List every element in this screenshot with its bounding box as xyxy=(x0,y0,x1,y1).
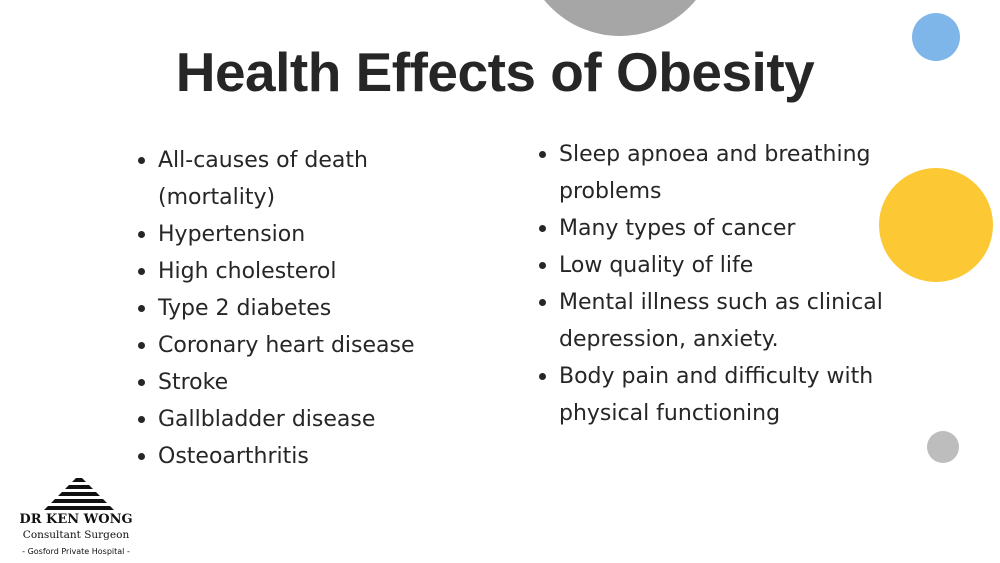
logo-name: DR KEN WONG xyxy=(19,512,133,527)
list-item: Coronary heart disease xyxy=(138,327,415,364)
item-line: Sleep apnoea and breathing xyxy=(559,142,871,167)
item-line: High cholesterol xyxy=(158,259,337,284)
logo-hospital: - Gosford Private Hospital - xyxy=(22,547,130,556)
item-line: Hypertension xyxy=(158,222,306,247)
list-item: Many types of cancer xyxy=(539,210,883,247)
blue-circle xyxy=(912,13,960,61)
item-line: Type 2 diabetes xyxy=(158,296,332,321)
item-line: Mental illness such as clinical xyxy=(559,290,883,315)
list-item: Low quality of life xyxy=(539,247,883,284)
list-item: Sleep apnoea and breathing problems xyxy=(539,136,883,210)
item-line: depression, anxiety. xyxy=(559,327,779,352)
title: Health Effects of Obesity xyxy=(175,41,815,103)
list-item: Mental illness such as clinical depressio… xyxy=(539,284,883,358)
item-line: Body pain and difficulty with xyxy=(559,364,874,389)
list-item: Type 2 diabetes xyxy=(138,290,415,327)
logo-mark xyxy=(44,478,114,510)
item-line: Stroke xyxy=(158,370,229,395)
item-line: problems xyxy=(559,179,662,204)
left-list: All-causes of death (mortality) Hypertensi… xyxy=(138,142,415,475)
list-item: Osteoarthritis xyxy=(138,438,415,475)
list-item: Gallbladder disease xyxy=(138,401,415,438)
item-line: Osteoarthritis xyxy=(158,444,309,469)
item-line: Many types of cancer xyxy=(559,216,796,241)
list-item: All-causes of death (mortality) xyxy=(138,142,415,216)
yellow-circle xyxy=(879,168,993,282)
list-item: Hypertension xyxy=(138,216,415,253)
small-gray-circle xyxy=(927,431,959,463)
item-line: Coronary heart disease xyxy=(158,333,415,358)
item-line: physical functioning xyxy=(559,401,781,426)
list-item: High cholesterol xyxy=(138,253,415,290)
item-line: All-causes of death xyxy=(158,148,368,173)
list-item: Body pain and difficulty with physical fu… xyxy=(539,358,883,432)
item-line: (mortality) xyxy=(158,185,276,210)
gray-circle xyxy=(544,0,696,36)
list-item: Stroke xyxy=(138,364,415,401)
item-line: Gallbladder disease xyxy=(158,407,376,432)
right-list: Sleep apnoea and breathing problems Many t… xyxy=(539,136,883,432)
logo-role: Consultant Surgeon xyxy=(22,529,130,541)
item-line: Low quality of life xyxy=(559,253,754,278)
